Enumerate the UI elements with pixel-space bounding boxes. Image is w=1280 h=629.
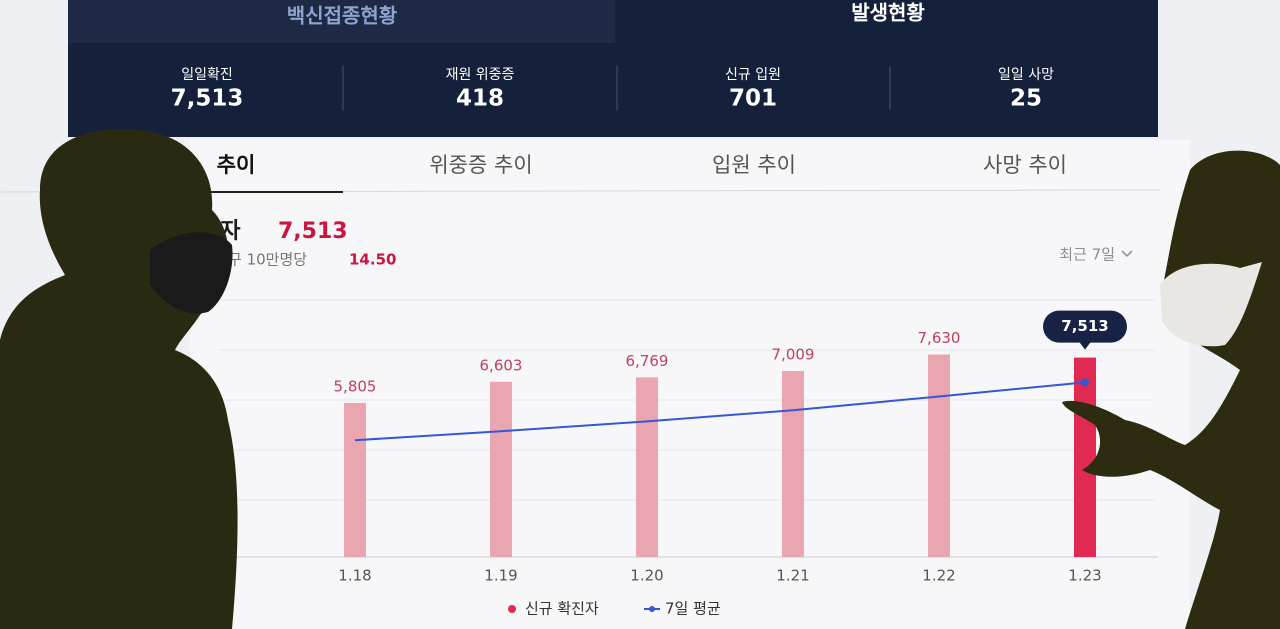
- tab[interactable]: 입원 추이: [712, 153, 796, 177]
- x-tick-label: 1.23: [1068, 567, 1101, 585]
- data-label: 7,009: [772, 345, 815, 363]
- legend-swatch: [508, 605, 516, 613]
- line: [354, 381, 1086, 442]
- legend-label: 7일 평균: [665, 600, 721, 618]
- x-tick-label: 1.22: [922, 567, 955, 585]
- x-tick-label: 1.20: [630, 567, 663, 585]
- legend-swatch: [649, 606, 655, 612]
- period-select[interactable]: 최근 7일: [1059, 246, 1115, 264]
- stat-value: 418: [456, 86, 504, 112]
- bar: [928, 354, 950, 557]
- stat-value: 701: [729, 86, 777, 112]
- stat-label: 일일 사망: [998, 67, 1054, 83]
- face-mask: [1160, 262, 1262, 347]
- stat-label: 재원 위중증: [446, 67, 515, 83]
- tab[interactable]: 사망 추이: [983, 153, 1067, 177]
- header-tab[interactable]: 발생현황: [851, 1, 925, 25]
- data-label: 7,630: [918, 329, 961, 347]
- tab[interactable]: 위중증 추이: [429, 153, 532, 177]
- x-tick-label: 1.18: [338, 567, 371, 585]
- bar: [1074, 357, 1096, 557]
- line-point: [1081, 378, 1089, 387]
- stat-label: 일일확진: [181, 67, 233, 83]
- stat-value: 7,513: [171, 86, 244, 112]
- tooltip: [1043, 310, 1127, 343]
- bar: [782, 370, 804, 557]
- summary-sub-value: 14.50: [349, 251, 396, 269]
- data-label: 6,603: [480, 356, 523, 374]
- tab[interactable]: 추이: [217, 153, 256, 177]
- legend-label: 신규 확진자: [525, 600, 599, 618]
- tooltip-label: 7,513: [1061, 317, 1108, 335]
- x-tick-label: 1.19: [484, 567, 517, 585]
- data-label: 6,769: [626, 352, 669, 370]
- bar: [636, 377, 658, 557]
- summary-sub-label: 구 10만명당: [228, 251, 307, 269]
- data-label: 5,805: [334, 377, 377, 395]
- face-mask: [150, 232, 233, 314]
- x-tick-label: 1.21: [776, 567, 809, 585]
- bar: [344, 402, 366, 557]
- bar: [490, 381, 512, 557]
- stat-value: 25: [1010, 86, 1042, 112]
- stat-label: 신규 입원: [725, 67, 781, 83]
- header-tab[interactable]: 백신접종현황: [287, 4, 398, 28]
- summary-value: 7,513: [278, 219, 348, 244]
- tooltip-pointer: [1079, 341, 1091, 350]
- dropdown-arrow[interactable]: [1121, 250, 1133, 258]
- inactive-tab: [68, 0, 615, 43]
